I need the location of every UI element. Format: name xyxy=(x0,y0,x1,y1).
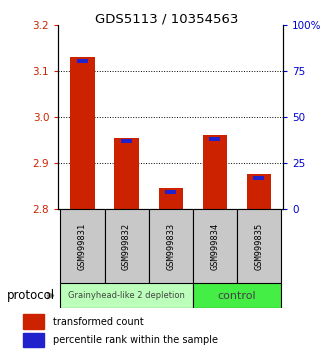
Text: GSM999834: GSM999834 xyxy=(210,222,219,270)
Bar xyxy=(61,209,105,283)
Bar xyxy=(115,138,139,209)
Bar xyxy=(193,209,237,283)
Bar xyxy=(77,59,88,63)
Text: transformed count: transformed count xyxy=(53,316,144,327)
Bar xyxy=(237,209,281,283)
Bar xyxy=(121,139,132,143)
Text: GSM999835: GSM999835 xyxy=(254,222,263,270)
Bar xyxy=(23,332,44,347)
Bar xyxy=(105,209,149,283)
Bar xyxy=(165,190,176,194)
Bar xyxy=(253,176,264,180)
Bar xyxy=(23,314,44,329)
Bar xyxy=(202,135,227,209)
Bar xyxy=(209,137,220,141)
Text: GDS5113 / 10354563: GDS5113 / 10354563 xyxy=(95,12,238,25)
Text: protocol: protocol xyxy=(7,289,55,302)
Bar xyxy=(193,283,281,308)
Text: control: control xyxy=(217,291,256,301)
Text: percentile rank within the sample: percentile rank within the sample xyxy=(53,335,217,345)
Text: GSM999831: GSM999831 xyxy=(78,222,87,270)
Bar xyxy=(247,175,271,209)
Text: GSM999833: GSM999833 xyxy=(166,222,175,270)
Text: GSM999832: GSM999832 xyxy=(122,222,131,270)
Text: Grainyhead-like 2 depletion: Grainyhead-like 2 depletion xyxy=(68,291,185,300)
Bar xyxy=(61,283,193,308)
Bar xyxy=(70,57,95,209)
Bar xyxy=(159,188,183,209)
Bar xyxy=(149,209,193,283)
